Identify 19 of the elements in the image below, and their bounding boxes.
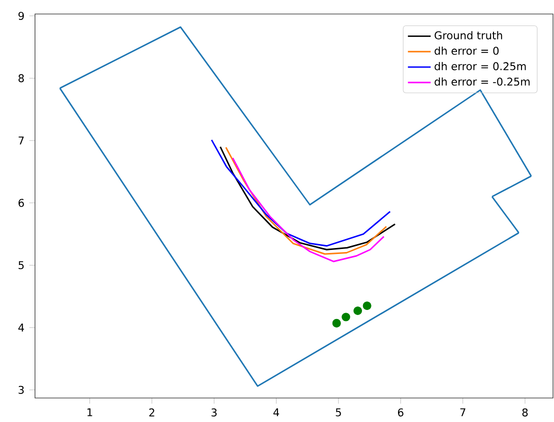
x-tick-label: 6 (398, 408, 404, 416)
y-tick-label: 8 (18, 74, 24, 82)
x-tick-label: 5 (336, 408, 341, 416)
x-tick-label: 1 (88, 408, 92, 416)
legend-label: Ground truth (434, 31, 502, 40)
x-tick-label: 3 (212, 408, 217, 416)
x-tick-label: 7 (460, 408, 466, 416)
y-tick-label: 4 (18, 324, 24, 332)
legend-label: dh error = 0 (434, 46, 499, 55)
y-tick-label: 6 (18, 198, 24, 207)
legend-label: dh error = -0.25m (434, 77, 530, 86)
y-tick-label: 7 (18, 136, 24, 144)
y-tick-label: 3 (18, 386, 24, 394)
x-tick-label: 4 (273, 408, 280, 416)
legend-label: dh error = 0.25m (434, 62, 526, 70)
x-tick-label: 8 (522, 408, 528, 416)
x-tick-label: 2 (149, 408, 154, 416)
y-tick-label: 9 (18, 12, 24, 20)
y-tick-label: 5 (18, 261, 24, 270)
